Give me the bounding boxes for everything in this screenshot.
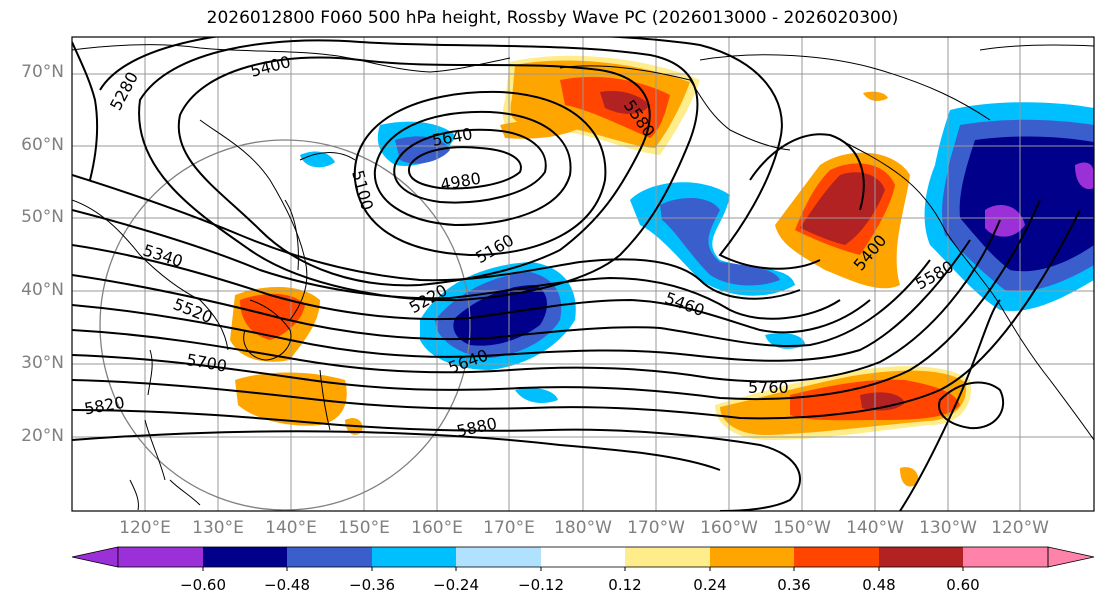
lat-label: 50°N xyxy=(21,207,64,227)
contour-label: 5760 xyxy=(748,378,789,397)
lon-label: 140°W xyxy=(846,518,904,538)
lon-label: 170°W xyxy=(627,518,685,538)
colorbar-tick-label: 0.12 xyxy=(608,576,642,594)
anomaly-positive-bering-4 xyxy=(600,90,650,114)
colorbar-tick-label: 0.60 xyxy=(946,576,980,594)
lon-label: 120°E xyxy=(119,518,171,538)
lon-label: 160°W xyxy=(700,518,758,538)
range-circle xyxy=(99,139,471,511)
lat-label: 70°N xyxy=(21,62,64,82)
lon-label: 150°W xyxy=(773,518,831,538)
colorbar-segment xyxy=(794,547,879,567)
lon-label: 180°W xyxy=(554,518,612,538)
colorbar-segment xyxy=(710,547,794,567)
lon-label: 130°E xyxy=(192,518,244,538)
anomaly-shading xyxy=(230,55,1094,487)
colorbar-tick-label: −0.12 xyxy=(518,576,564,594)
colorbar-segment xyxy=(118,547,203,567)
lat-label: 20°N xyxy=(21,426,64,446)
colorbar-segment xyxy=(963,547,1048,567)
colorbar-segment xyxy=(287,547,372,567)
graticule xyxy=(72,37,1094,511)
height-contours xyxy=(72,37,1081,511)
lat-label: 60°N xyxy=(21,135,64,155)
lon-label: 170°E xyxy=(483,518,535,538)
lat-label: 40°N xyxy=(21,280,64,300)
colorbar-segment xyxy=(541,547,625,567)
lon-label: 160°E xyxy=(411,518,463,538)
colorbar-tick-label: −0.36 xyxy=(349,576,395,594)
colorbar-tick-label: 0.36 xyxy=(777,576,811,594)
lat-label: 30°N xyxy=(21,353,64,373)
lon-label: 140°E xyxy=(265,518,317,538)
colorbar-segment xyxy=(372,547,456,567)
colorbar-segment xyxy=(879,547,963,567)
colorbar-extend-max xyxy=(1047,546,1095,568)
colorbar-segment xyxy=(203,547,287,567)
colorbar-segment xyxy=(625,547,710,567)
lon-label: 130°W xyxy=(919,518,977,538)
colorbar-tick-label: 0.24 xyxy=(693,576,727,594)
lon-label: 150°E xyxy=(338,518,390,538)
colorbar-extend-min xyxy=(71,546,119,568)
map-frame xyxy=(71,36,1095,512)
colorbar-tick-label: −0.24 xyxy=(433,576,479,594)
colorbar-tick-label: 0.48 xyxy=(862,576,896,594)
lon-label: 120°W xyxy=(991,518,1049,538)
colorbar-tick-label: −0.48 xyxy=(264,576,310,594)
colorbar xyxy=(71,546,1095,571)
colorbar-tick-label: −0.60 xyxy=(180,576,226,594)
map-title: 2026012800 F060 500 hPa height, Rossby W… xyxy=(206,8,899,28)
colorbar-segment xyxy=(456,547,541,567)
